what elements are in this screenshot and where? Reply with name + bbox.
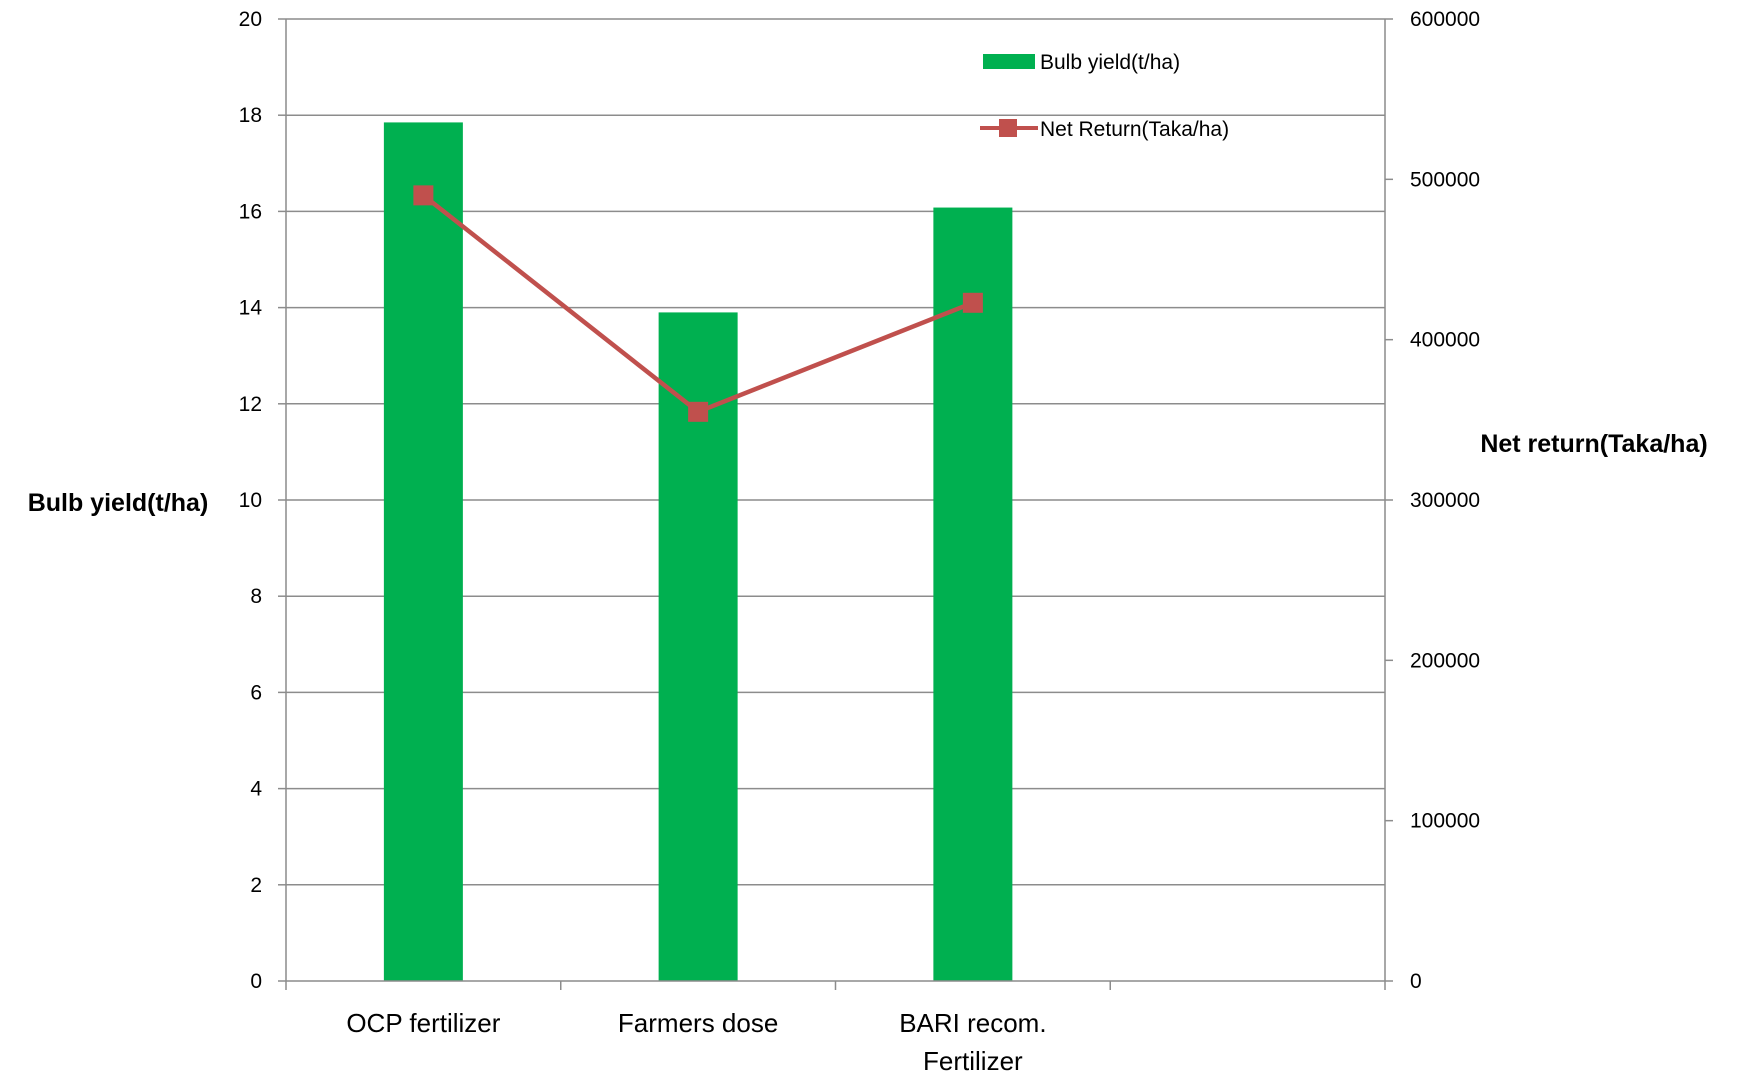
right-tick-label: 0 xyxy=(1410,970,1422,993)
line-point-marker xyxy=(413,185,434,206)
right-axis-ticks: 0 100000 200000 300000 400000 500000 600000 xyxy=(1385,8,1480,993)
legend: Bulb yield(t/ha) Net Return(Taka/ha) xyxy=(980,51,1229,141)
left-tick-label: 2 xyxy=(250,874,262,897)
right-tick-label: 100000 xyxy=(1410,810,1480,833)
line-point-marker xyxy=(688,401,709,422)
line-series xyxy=(413,185,983,422)
left-tick-label: 6 xyxy=(250,681,262,704)
left-tick-label: 4 xyxy=(250,778,262,801)
legend-marker-net-return xyxy=(999,119,1017,137)
category-label: Farmers dose xyxy=(618,1008,778,1038)
left-tick-label: 14 xyxy=(239,297,263,320)
right-tick-label: 300000 xyxy=(1410,489,1480,512)
category-axis-ticks: OCP fertilizer Farmers dose BARI recom. Fer… xyxy=(285,981,1386,1076)
right-tick-label: 600000 xyxy=(1410,8,1480,31)
bar xyxy=(383,122,463,982)
left-tick-label: 18 xyxy=(239,104,262,127)
bar xyxy=(658,312,738,981)
left-tick-label: 8 xyxy=(250,585,262,608)
left-tick-label: 12 xyxy=(239,393,262,416)
category-label: OCP fertilizer xyxy=(346,1008,500,1038)
bar-series xyxy=(383,122,1013,982)
left-tick-label: 16 xyxy=(239,200,262,223)
right-tick-label: 500000 xyxy=(1410,168,1480,191)
bar xyxy=(933,207,1013,981)
right-axis-title: Net return(Taka/ha) xyxy=(1480,430,1707,458)
left-axis-ticks: 0 2 4 6 8 10 12 14 16 18 20 xyxy=(239,8,286,993)
left-tick-label: 0 xyxy=(250,970,262,993)
right-tick-label: 400000 xyxy=(1410,329,1480,352)
right-tick-label: 200000 xyxy=(1410,649,1480,672)
legend-label-bulb-yield: Bulb yield(t/ha) xyxy=(1040,51,1180,74)
category-label: BARI recom. Fertilizer xyxy=(899,1008,1046,1076)
legend-label-net-return: Net Return(Taka/ha) xyxy=(1040,118,1229,141)
left-tick-label: 10 xyxy=(239,489,262,512)
gridlines xyxy=(286,18,1385,886)
line-point-marker xyxy=(962,292,983,313)
legend-swatch-bulb-yield xyxy=(983,54,1035,69)
left-tick-label: 20 xyxy=(239,8,262,31)
left-axis-title: Bulb yield(t/ha) xyxy=(28,489,209,517)
